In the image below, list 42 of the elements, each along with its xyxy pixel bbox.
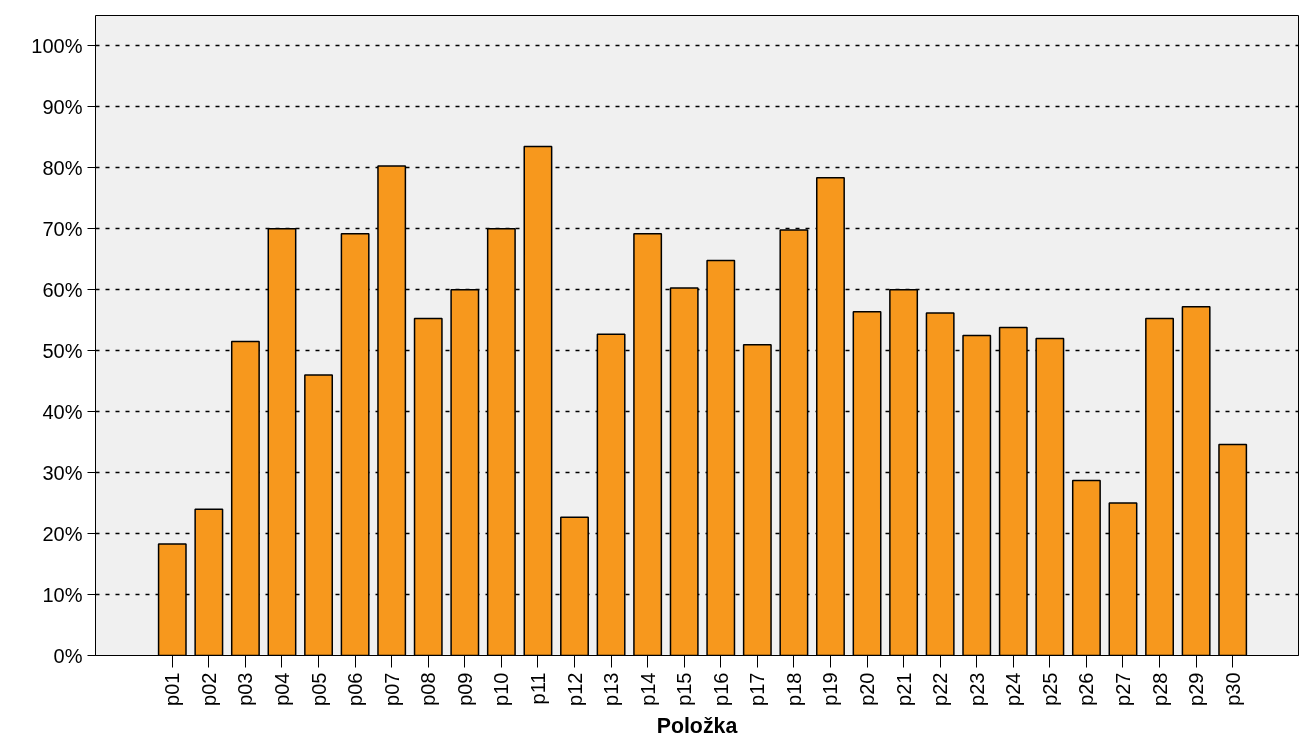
- y-tick-label: 100%: [31, 34, 83, 57]
- y-tick-label: 70%: [42, 217, 83, 240]
- x-tick-label: p09: [453, 672, 476, 706]
- y-tick-label: 50%: [42, 339, 83, 362]
- x-tick-label: p20: [856, 672, 879, 706]
- x-tick-label: p26: [1075, 672, 1098, 706]
- x-tick-label: p03: [234, 672, 257, 706]
- y-tick-label: 90%: [42, 95, 83, 118]
- x-tick-label: p17: [746, 672, 769, 706]
- x-tick-label: p02: [197, 672, 220, 706]
- x-tick-label: p23: [965, 672, 988, 706]
- x-tick-label: p27: [1111, 672, 1134, 706]
- y-tick-label: 40%: [42, 400, 83, 423]
- x-tick-label: p15: [673, 672, 696, 706]
- x-tick-label: p05: [307, 672, 330, 706]
- x-tick-label: p08: [417, 672, 440, 706]
- x-tick-label: p11: [526, 672, 549, 705]
- x-tick-label: p29: [1185, 672, 1208, 706]
- y-tick-label: 60%: [42, 278, 83, 301]
- x-tick-label: p10: [490, 672, 513, 706]
- y-tick-label: 30%: [42, 461, 83, 484]
- x-tick-label: p22: [929, 672, 952, 706]
- x-tick-label: p28: [1148, 672, 1171, 706]
- x-tick-label: p30: [1221, 672, 1244, 706]
- x-tick-label: p12: [563, 672, 586, 706]
- y-tick-label: 80%: [42, 156, 83, 179]
- x-tick-label: p06: [344, 672, 367, 706]
- x-axis-title: Položka: [656, 713, 738, 738]
- y-tick-label: 10%: [42, 583, 83, 606]
- y-tick-label: 20%: [42, 522, 83, 545]
- x-tick-label: p07: [380, 672, 403, 706]
- x-tick-label: p14: [636, 672, 659, 706]
- x-tick-label: p18: [782, 672, 805, 706]
- y-tick-label: 0%: [53, 644, 83, 667]
- x-tick-label: p16: [709, 672, 732, 706]
- x-tick-label: p19: [819, 672, 842, 706]
- x-tick-label: p24: [1002, 672, 1025, 706]
- x-tick-label: p13: [600, 672, 623, 706]
- x-tick-label: p21: [892, 672, 915, 706]
- x-tick-label: p25: [1038, 672, 1061, 706]
- x-tick-label: p04: [270, 672, 293, 706]
- x-tick-label: p01: [161, 672, 184, 706]
